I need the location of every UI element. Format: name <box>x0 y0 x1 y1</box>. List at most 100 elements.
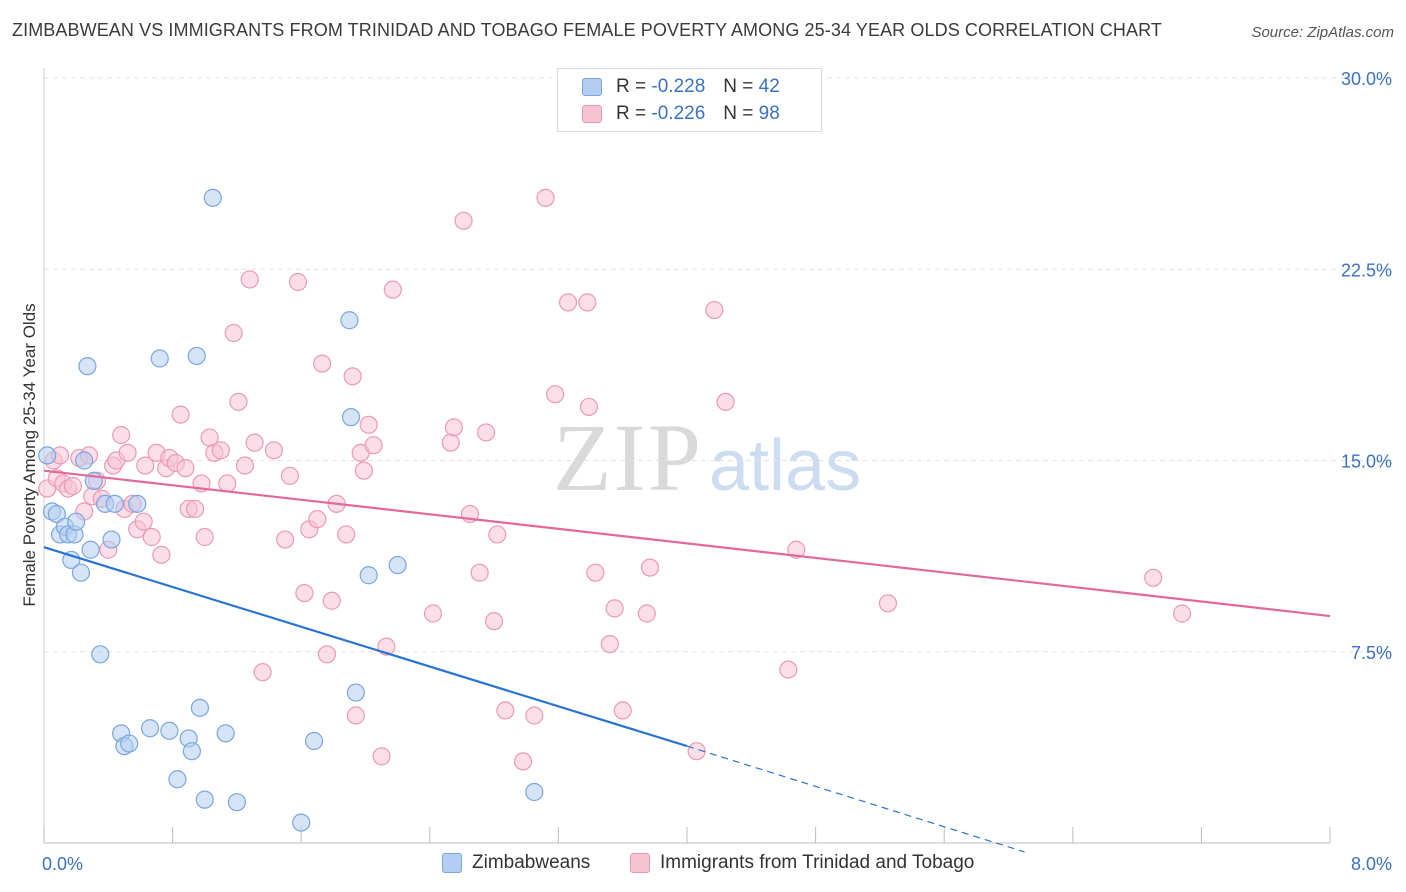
point-zimbabweans <box>128 494 147 513</box>
point-trinidad-tobago <box>600 634 619 654</box>
x-tick-label: 8.0% <box>1351 854 1392 874</box>
point-trinidad-tobago <box>276 530 295 549</box>
point-trinidad-tobago <box>787 540 806 559</box>
point-zimbabweans <box>78 357 97 376</box>
point-trinidad-tobago <box>454 211 473 230</box>
point-trinidad-tobago <box>118 443 137 462</box>
point-trinidad-tobago <box>578 293 597 312</box>
point-trinidad-tobago <box>513 752 533 771</box>
point-trinidad-tobago <box>253 663 272 682</box>
point-trinidad-tobago <box>312 354 332 373</box>
point-trinidad-tobago <box>195 527 214 547</box>
legend-swatch-pink <box>630 853 650 873</box>
legend-swatch-blue <box>442 853 462 873</box>
y-tick-label: 7.5% <box>1351 643 1392 663</box>
point-trinidad-tobago <box>229 392 248 411</box>
y-tick-label: 15.0% <box>1341 452 1392 472</box>
point-trinidad-tobago <box>579 397 599 417</box>
point-trinidad-tobago <box>235 456 255 475</box>
point-trinidad-tobago <box>264 441 283 460</box>
point-trinidad-tobago <box>476 423 496 442</box>
series-immigrants-trinidad-tobago <box>38 188 1192 771</box>
point-trinidad-tobago <box>637 604 656 623</box>
point-zimbabweans <box>120 734 139 753</box>
trendline-trinidad-tobago <box>43 469 1331 618</box>
axis-layer <box>43 68 1331 844</box>
point-trinidad-tobago <box>211 441 230 460</box>
point-zimbabweans <box>75 451 94 470</box>
point-trinidad-tobago <box>441 433 460 452</box>
point-trinidad-tobago <box>1144 568 1163 587</box>
point-zimbabweans <box>216 724 235 743</box>
point-trinidad-tobago <box>218 474 237 493</box>
series-legend: Zimbabweans Immigrants from Trinidad and… <box>0 852 1406 878</box>
point-trinidad-tobago <box>354 461 373 480</box>
point-zimbabweans <box>203 188 222 207</box>
legend-item-zimbabweans: Zimbabweans <box>442 852 590 874</box>
point-trinidad-tobago <box>779 660 798 679</box>
point-trinidad-tobago <box>152 545 171 564</box>
legend-n-value: 98 <box>758 103 780 124</box>
y-tick-label: 22.5% <box>1341 260 1392 280</box>
point-trinidad-tobago <box>444 418 464 437</box>
point-trinidad-tobago <box>186 499 205 519</box>
point-trinidad-tobago <box>346 706 365 725</box>
point-zimbabweans <box>102 530 121 549</box>
point-zimbabweans <box>71 563 91 582</box>
point-zimbabweans <box>150 349 169 368</box>
legend-r-label: R = <box>616 76 647 97</box>
point-trinidad-tobago <box>485 612 504 631</box>
x-tick-label: 0.0% <box>42 854 83 874</box>
point-trinidad-tobago <box>525 706 544 725</box>
point-zimbabweans <box>187 346 206 366</box>
point-trinidad-tobago <box>716 392 735 411</box>
trend-layer <box>43 469 1331 853</box>
point-zimbabweans <box>359 566 378 585</box>
point-trinidad-tobago <box>322 591 341 610</box>
legend-swatch-blue <box>582 78 602 96</box>
point-trinidad-tobago <box>359 415 378 434</box>
point-trinidad-tobago <box>224 323 243 343</box>
legend-row-zimbabweans: R = -0.228 N = 42 <box>582 75 780 99</box>
point-trinidad-tobago <box>613 701 632 720</box>
legend-label-trinidad: Immigrants from Trinidad and Tobago <box>660 852 975 873</box>
chart-title: ZIMBABWEAN VS IMMIGRANTS FROM TRINIDAD A… <box>12 20 1162 40</box>
point-trinidad-tobago <box>878 594 898 613</box>
legend-item-trinidad: Immigrants from Trinidad and Tobago <box>630 852 974 874</box>
point-trinidad-tobago <box>470 563 489 582</box>
point-zimbabweans <box>62 550 81 570</box>
point-zimbabweans <box>195 790 214 809</box>
point-zimbabweans <box>388 555 407 575</box>
point-trinidad-tobago <box>364 436 383 455</box>
point-zimbabweans <box>190 698 210 717</box>
point-trinidad-tobago <box>558 293 578 312</box>
legend-r-value: -0.226 <box>651 103 706 124</box>
point-trinidad-tobago <box>536 188 555 207</box>
y-tick-label: 30.0% <box>1341 69 1392 89</box>
point-zimbabweans <box>292 813 311 832</box>
legend-r-label: R = <box>616 103 647 124</box>
point-trinidad-tobago <box>488 525 507 544</box>
point-trinidad-tobago <box>343 367 362 386</box>
watermark-zip: ZIP <box>553 404 703 511</box>
point-trinidad-tobago <box>1173 604 1192 623</box>
point-trinidad-tobago <box>546 385 565 404</box>
point-trinidad-tobago <box>142 527 161 547</box>
point-zimbabweans <box>105 494 124 513</box>
source-credit: Source: ZipAtlas.com <box>1251 24 1394 41</box>
tick-label-layer: 7.5% 15.0% 22.5% 30.0% 0.0% 8.0% <box>42 69 1392 874</box>
point-zimbabweans <box>304 731 324 751</box>
legend-n-value: 42 <box>758 76 780 97</box>
point-zimbabweans <box>38 446 57 465</box>
watermark-atlas: atlas <box>709 426 862 506</box>
point-trinidad-tobago <box>176 459 195 478</box>
correlation-legend: R = -0.228 N = 42 R = -0.226 N = 98 <box>557 68 822 132</box>
trendline-zimbabweans-extension <box>686 745 1025 853</box>
trendline-zimbabweans <box>43 546 688 748</box>
point-trinidad-tobago <box>245 433 264 452</box>
point-zimbabweans <box>346 683 365 702</box>
point-zimbabweans <box>81 540 100 559</box>
legend-n-label: N = <box>723 76 754 97</box>
point-trinidad-tobago <box>112 425 131 445</box>
point-trinidad-tobago <box>295 583 314 603</box>
